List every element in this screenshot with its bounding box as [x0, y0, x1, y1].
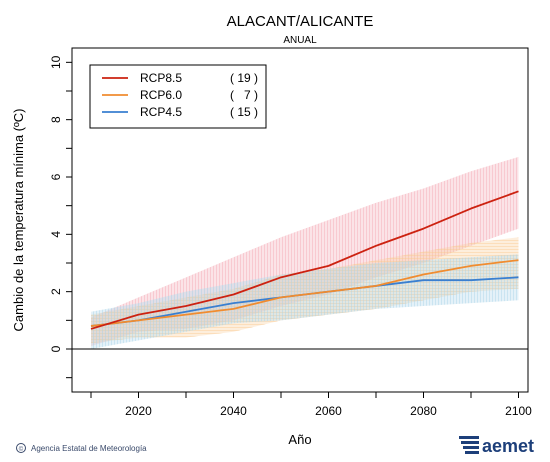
- y-tick-label: 4: [49, 231, 63, 238]
- line-rcp60: [90, 259, 519, 327]
- x-tick-label: 2060: [315, 404, 342, 418]
- y-tick-label: 6: [49, 173, 63, 180]
- legend-count: ( 15 ): [230, 105, 258, 119]
- aemet-logo-mark-icon: [459, 436, 479, 454]
- x-tick-label: 2080: [410, 404, 437, 418]
- y-axis-label: Cambio de la temperatura mínima (ºC): [11, 109, 26, 332]
- x-axis: 2020 2040 2060 2080 2100: [90, 392, 532, 418]
- x-axis-label: Año: [288, 432, 311, 447]
- aemet-logo: aemet: [459, 436, 534, 456]
- x-tick-label: 2020: [125, 404, 152, 418]
- chart-subtitle: ANUAL: [283, 35, 317, 46]
- x-tick-label: 2100: [505, 404, 532, 418]
- legend-label: RCP4.5: [140, 105, 182, 119]
- aemet-logo-text: aemet: [482, 436, 534, 456]
- copyright-icon: [16, 443, 26, 453]
- y-axis: 0 2 4 6 8 10: [49, 55, 72, 379]
- legend-count: ( 19 ): [230, 71, 258, 85]
- series-lines: [90, 190, 519, 330]
- legend-count: ( 7 ): [230, 88, 258, 102]
- y-tick-label: 2: [49, 288, 63, 295]
- legend-box: [89, 64, 267, 129]
- legend-label: RCP6.0: [140, 88, 182, 102]
- footer: © Agencia Estatal de Meteorología: [16, 443, 147, 453]
- y-tick-label: 10: [49, 55, 63, 69]
- agency-name: Agencia Estatal de Meteorología: [31, 444, 147, 453]
- legend: RCP8.5 ( 19 ) RCP6.0 ( 7 ) RCP4.5 ( 15 ): [89, 64, 267, 129]
- y-tick-label: 8: [49, 116, 63, 123]
- x-tick-label: 2040: [220, 404, 247, 418]
- line-rcp85: [90, 190, 519, 330]
- copyright-symbol: ©: [19, 446, 24, 453]
- chart-title: ALACANT/ALICANTE: [227, 13, 374, 30]
- legend-label: RCP8.5: [140, 71, 182, 85]
- y-tick-label: 0: [49, 345, 63, 352]
